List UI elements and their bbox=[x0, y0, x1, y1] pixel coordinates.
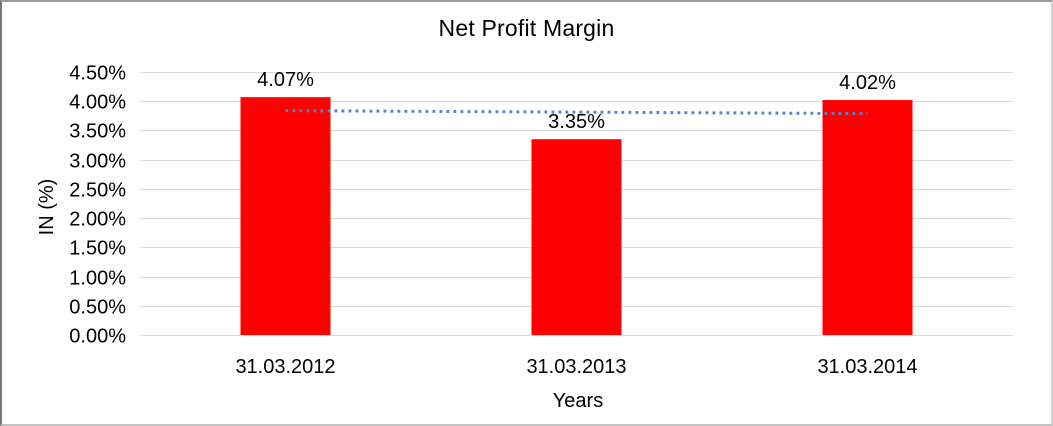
bar bbox=[822, 100, 913, 335]
chart-title: Net Profit Margin bbox=[438, 15, 615, 41]
x-tick-label: 31.03.2012 bbox=[235, 356, 335, 378]
y-tick-label: 2.50% bbox=[69, 180, 126, 202]
y-tick-label: 4.50% bbox=[69, 63, 126, 85]
x-axis-title: Years bbox=[552, 390, 604, 412]
y-tick-label: 4.00% bbox=[69, 92, 126, 114]
trendline bbox=[285, 109, 868, 116]
y-tick-label: 2.00% bbox=[69, 209, 126, 231]
bar bbox=[531, 139, 622, 335]
y-tick-label: 3.00% bbox=[69, 151, 126, 173]
y-tick-label: 1.50% bbox=[69, 238, 126, 260]
data-label: 4.07% bbox=[257, 69, 314, 91]
x-tick-label: 31.03.2014 bbox=[817, 356, 917, 378]
y-tick-label: 3.50% bbox=[69, 121, 126, 143]
y-axis-title: IN (%) bbox=[36, 178, 58, 236]
y-tick-label: 1.00% bbox=[69, 268, 126, 290]
data-label: 4.02% bbox=[839, 72, 896, 94]
y-tick-label: 0.50% bbox=[69, 297, 126, 319]
bar bbox=[240, 97, 331, 336]
y-tick-label: 0.00% bbox=[69, 326, 126, 348]
x-tick-label: 31.03.2013 bbox=[526, 356, 626, 378]
data-label: 3.35% bbox=[548, 111, 605, 133]
